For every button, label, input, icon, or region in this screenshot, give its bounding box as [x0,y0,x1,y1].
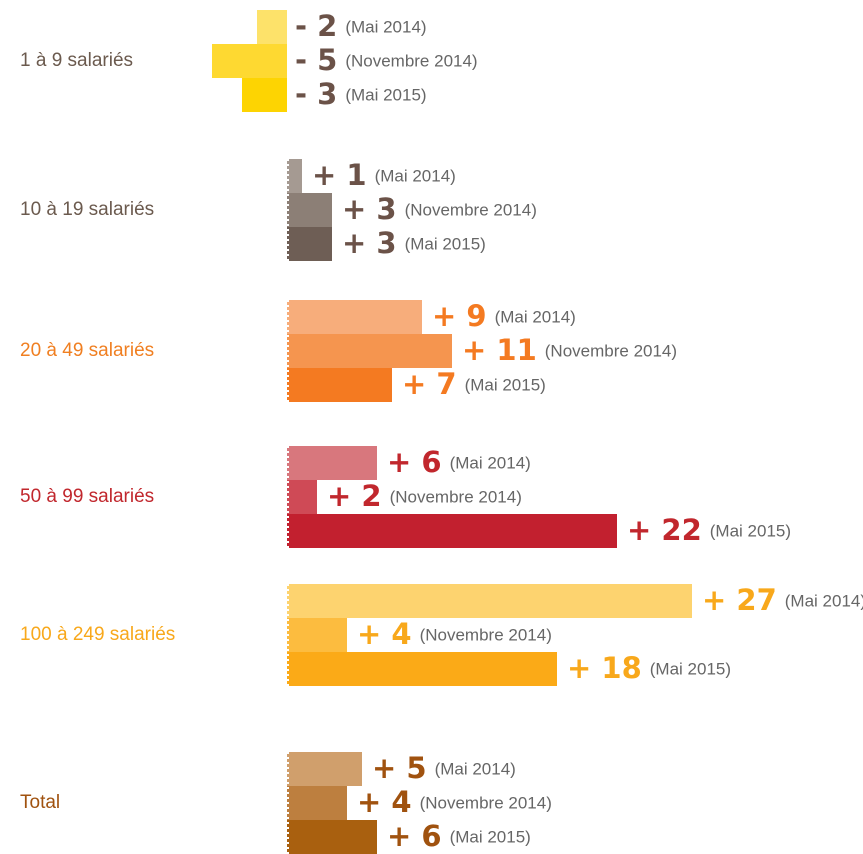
series-label: (Novembre 2014) [345,51,477,70]
category-label: 1 à 9 salariés [20,50,133,71]
bar [287,514,617,548]
value-label: + 1 [312,158,367,192]
series-label: (Mai 2015) [345,85,426,104]
bar [287,584,692,618]
value-label: + 18 [567,651,642,685]
series-label: (Novembre 2014) [420,625,552,644]
series-label: (Novembre 2014) [405,200,537,219]
series-label: (Novembre 2014) [545,341,677,360]
bar [287,193,332,227]
bar [287,752,362,786]
value-label: + 22 [627,513,702,547]
value-label: - 2 [295,9,337,43]
value-label: + 11 [462,333,537,367]
value-label: + 7 [402,367,457,401]
bar [242,78,287,112]
bar [257,10,287,44]
series-label: (Mai 2015) [465,375,546,394]
series-label: (Mai 2014) [495,307,576,326]
bar [287,159,302,193]
bar [287,618,347,652]
series-label: (Mai 2014) [375,166,456,185]
category-label: 50 à 99 salariés [20,486,154,507]
bar [287,446,377,480]
bar [287,368,392,402]
value-label: + 2 [327,479,382,513]
value-label: + 3 [342,226,397,260]
bar [287,820,377,854]
series-label: (Novembre 2014) [420,793,552,812]
value-label: + 3 [342,192,397,226]
series-label: (Mai 2015) [710,521,791,540]
bar [287,786,347,820]
category-label: 10 à 19 salariés [20,199,154,220]
series-label: (Mai 2014) [435,759,516,778]
value-label: - 3 [295,77,337,111]
series-label: (Mai 2014) [345,17,426,36]
value-label: + 6 [387,445,442,479]
value-label: + 27 [702,583,777,617]
value-label: + 4 [357,785,412,819]
bar [212,44,287,78]
bar [287,227,332,261]
category-label: 100 à 249 salariés [20,624,175,645]
series-label: (Mai 2015) [650,659,731,678]
value-label: + 9 [432,299,487,333]
series-label: (Novembre 2014) [390,487,522,506]
series-label: (Mai 2015) [405,234,486,253]
category-label: Total [20,792,60,813]
bar [287,334,452,368]
value-label: + 5 [372,751,427,785]
series-label: (Mai 2015) [450,827,531,846]
value-label: + 6 [387,819,442,853]
bar [287,480,317,514]
category-label: 20 à 49 salariés [20,340,154,361]
value-label: + 4 [357,617,412,651]
value-label: - 5 [295,43,337,77]
series-label: (Mai 2014) [785,591,863,610]
bar [287,652,557,686]
bar [287,300,422,334]
series-label: (Mai 2014) [450,453,531,472]
